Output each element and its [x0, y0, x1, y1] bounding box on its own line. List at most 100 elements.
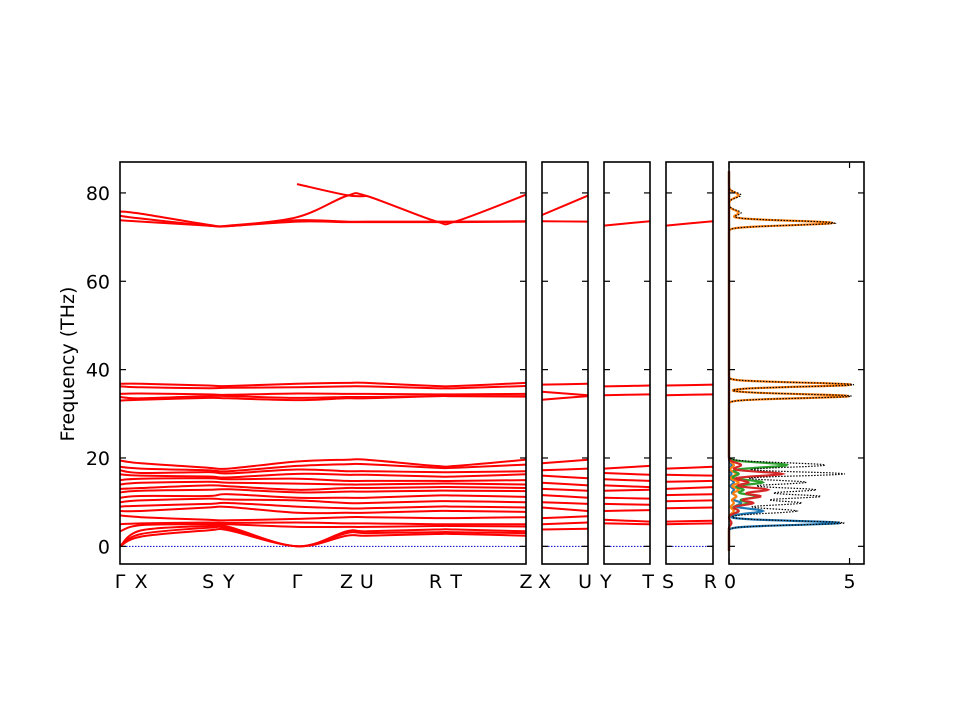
- band-main-low-6: [119, 480, 527, 486]
- band-xu-low-1: [541, 458, 589, 465]
- band-yt-mid-2: [603, 393, 651, 397]
- band-sr-low-4: [665, 486, 714, 490]
- y-tick-label-60: 60: [86, 271, 110, 293]
- y-tick-label-20: 20: [86, 448, 110, 470]
- kpoint-label-main-4: Γ: [292, 571, 303, 593]
- dos-panel: [727, 171, 855, 551]
- band-main-low-13: [119, 514, 527, 522]
- kpoint-label-yt-0: Y: [599, 571, 612, 593]
- band-yt-low-4: [603, 484, 651, 489]
- dos-xtick-label-5: 5: [843, 571, 855, 593]
- band-main-low-1: [119, 458, 527, 471]
- band-main-mid-2: [119, 385, 527, 390]
- frame-dos: [728, 161, 865, 565]
- band-main-mid-5: [119, 394, 526, 402]
- band-xu-low-3: [541, 474, 589, 480]
- band-xu-low-9: [541, 515, 589, 520]
- band-yt-low-1: [603, 464, 651, 470]
- band-sr-low-8: [665, 519, 714, 523]
- kpoint-label-main-1: X: [135, 571, 148, 593]
- kpoint-label-sr-0: S: [662, 571, 674, 593]
- band-sr-low-6: [665, 499, 714, 503]
- band-main-low-7: [119, 484, 527, 491]
- y-axis-label: Frequency (THz): [57, 287, 79, 442]
- band-panel-sr: [665, 220, 714, 547]
- band-main-high-1: [119, 192, 527, 228]
- band-sr-low-2: [665, 473, 714, 477]
- frame-sr: [665, 161, 714, 565]
- band-xu-high-1: [541, 194, 589, 216]
- band-yt-low-5: [603, 488, 651, 492]
- band-main-low-15: [119, 522, 527, 533]
- kpoint-label-main-5: Z: [340, 571, 353, 593]
- kpoint-label-xu-1: U: [578, 571, 592, 593]
- band-sr-low-1: [665, 465, 714, 470]
- band-yt-low-10: [603, 522, 651, 526]
- band-xu-mid-1: [541, 382, 589, 386]
- frame-yt: [603, 161, 651, 565]
- kpoint-label-sr-1: R: [704, 571, 717, 593]
- band-sr-low-7: [665, 506, 714, 510]
- kpoint-label-main-2: S: [202, 571, 214, 593]
- frame-xu: [541, 161, 589, 565]
- band-xu-low-7: [541, 501, 589, 505]
- y-tick-label-0: 0: [98, 536, 110, 558]
- dos-xtick-label-0: 0: [724, 571, 736, 593]
- frame-main: [119, 161, 527, 565]
- band-main-acoustic-2: [119, 525, 527, 548]
- band-yt-low-8: [603, 509, 651, 512]
- band-main-low-14: [119, 521, 526, 526]
- band-xu-low-5: [541, 487, 589, 492]
- band-xu-low-2: [541, 467, 589, 472]
- band-xu-low-4: [541, 481, 589, 487]
- band-sr-high-1: [665, 220, 714, 227]
- kpoint-label-main-9: Z: [519, 571, 532, 593]
- band-main-acoustic-3: [119, 527, 527, 548]
- y-tick-label-80: 80: [86, 183, 110, 205]
- band-main-low-3: [119, 468, 527, 475]
- band-sr-mid-2: [665, 393, 714, 397]
- band-main-high-4: [296, 183, 367, 198]
- band-yt-mid-1: [603, 384, 651, 388]
- kpoint-label-main-6: U: [360, 571, 374, 593]
- band-xu-mid-3: [541, 395, 589, 401]
- kpoint-label-main-7: R: [429, 571, 442, 593]
- band-main-low-5: [119, 477, 527, 483]
- band-panel-main: [119, 183, 527, 548]
- band-main-mid-3: [119, 392, 527, 396]
- band-main-low-10: [119, 497, 527, 505]
- band-yt-low-6: [603, 496, 651, 500]
- band-main-high-3: [119, 219, 527, 228]
- kpoint-label-main-0: Γ: [115, 571, 126, 593]
- band-xu-low-11: [541, 527, 589, 531]
- band-main-low-11: [119, 501, 527, 510]
- band-sr-low-5: [665, 493, 714, 497]
- kpoint-label-yt-1: T: [641, 571, 654, 593]
- band-xu-mid-2: [541, 390, 589, 397]
- band-panel-yt: [603, 220, 651, 547]
- kpoint-label-main-3: Y: [222, 571, 235, 593]
- band-sr-low-3: [665, 479, 714, 483]
- band-sr-mid-1: [665, 383, 714, 387]
- kpoint-label-xu-0: X: [538, 571, 551, 593]
- band-yt-low-3: [603, 478, 651, 482]
- band-main-low-9: [119, 493, 527, 499]
- band-sr-low-9: [665, 522, 714, 526]
- y-tick-label-40: 40: [86, 360, 110, 382]
- band-xu-low-6: [541, 494, 589, 499]
- band-yt-low-9: [603, 518, 651, 523]
- band-main-low-12: [119, 505, 527, 515]
- band-xu-low-10: [541, 521, 589, 526]
- band-main-mid-1: [119, 381, 527, 388]
- band-main-low-2: [119, 462, 527, 473]
- kpoint-label-main-8: T: [449, 571, 462, 593]
- band-xu-low-8: [541, 506, 589, 512]
- band-main-low-4: [119, 472, 527, 479]
- band-panel-xu: [541, 194, 589, 547]
- band-yt-low-2: [603, 472, 651, 476]
- band-yt-high-1: [603, 220, 651, 227]
- band-yt-low-7: [603, 502, 651, 506]
- band-main-low-8: [119, 488, 527, 494]
